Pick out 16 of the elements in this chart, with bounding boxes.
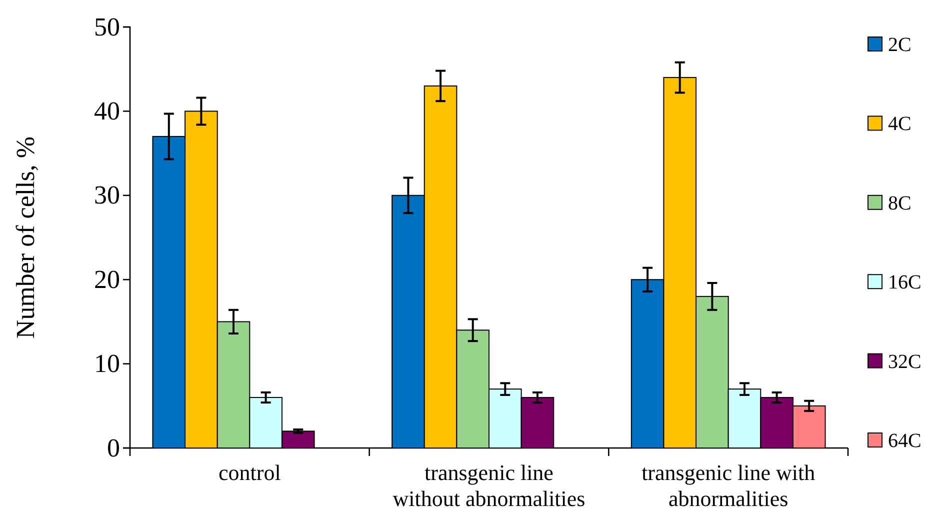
y-tick-label: 20: [94, 264, 120, 294]
legend-label: 2C: [888, 34, 912, 56]
legend-label: 4C: [888, 113, 912, 136]
y-tick-label: 50: [94, 12, 120, 42]
x-tick-label: control: [218, 460, 281, 485]
y-axis-title: Number of cells, %: [11, 136, 40, 339]
y-tick-label: 40: [94, 96, 120, 126]
legend-label: 64C: [888, 430, 922, 452]
y-tick-label: 0: [107, 433, 120, 462]
y-tick-label: 10: [94, 349, 120, 378]
x-tick-label: transgenic line with abnormalities: [642, 460, 816, 511]
x-tick-label: transgenic line without abnormalities: [392, 460, 586, 511]
y-tick-label: 30: [94, 180, 120, 210]
legend-label: 32C: [888, 350, 922, 373]
legend-label: 16C: [888, 272, 922, 294]
legend-label: 8C: [888, 192, 912, 214]
